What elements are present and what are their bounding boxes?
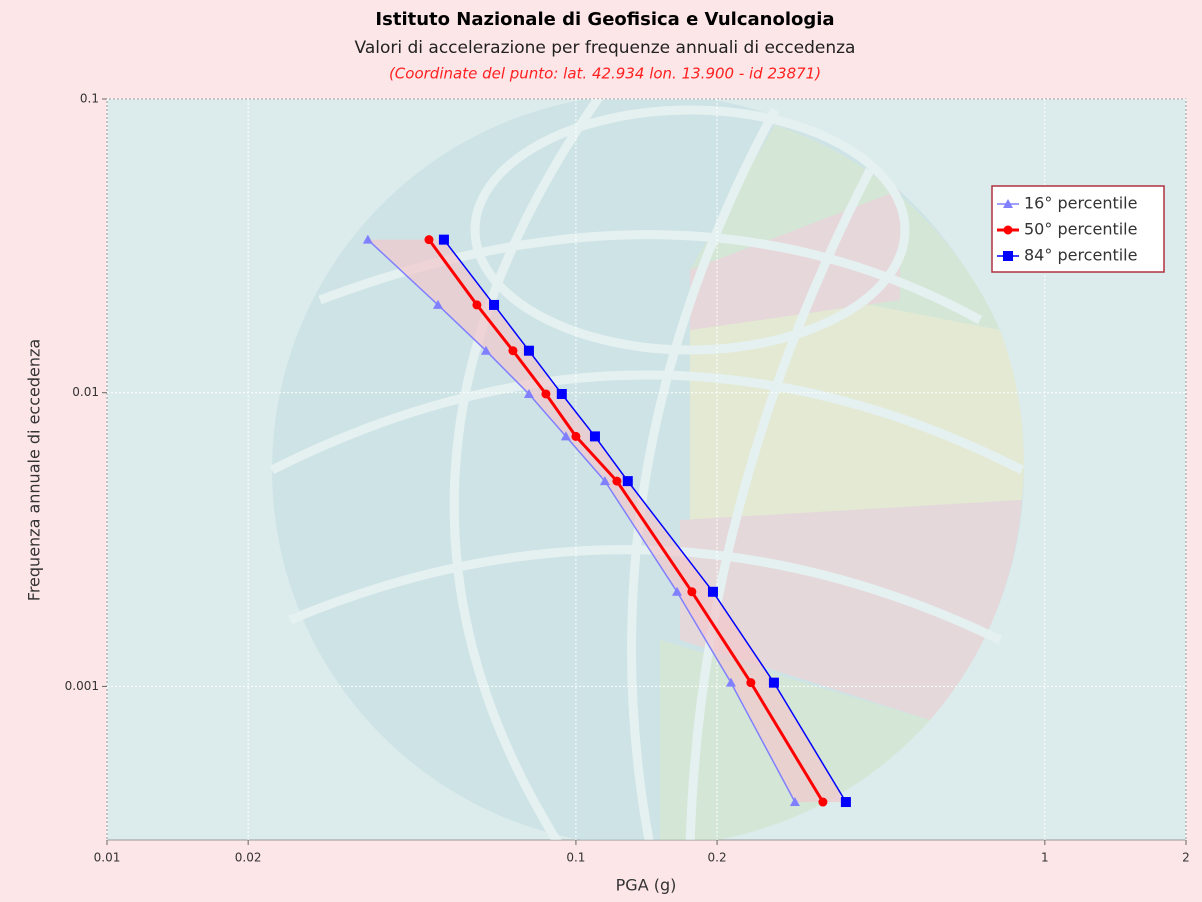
legend-marker — [1003, 225, 1013, 235]
x-tick-label: 2 — [1182, 851, 1190, 865]
x-axis-title: PGA (g) — [616, 876, 677, 895]
marker — [840, 797, 851, 808]
marker — [571, 431, 581, 441]
marker — [622, 476, 633, 487]
marker — [480, 345, 491, 355]
y-tick-label: 0.01 — [72, 385, 99, 399]
x-tick-label: 1 — [1041, 851, 1049, 865]
marker — [424, 235, 434, 245]
legend-label: 84° percentile — [1024, 246, 1137, 265]
y-axis-title: Frequenza annuale di eccedenza — [25, 339, 44, 601]
marker — [438, 234, 449, 245]
x-tick-label: 0.02 — [235, 851, 262, 865]
marker — [725, 677, 736, 687]
marker — [818, 797, 828, 807]
marker — [489, 299, 500, 310]
marker — [589, 431, 600, 442]
marker — [541, 389, 551, 399]
marker — [508, 346, 518, 356]
legend-marker — [1003, 199, 1013, 208]
y-tick-label: 0.1 — [80, 92, 99, 106]
legend: 16° percentile 50° percentile 84° percenti… — [991, 185, 1165, 273]
marker — [432, 299, 443, 309]
legend-marker — [1003, 251, 1013, 261]
globe-watermark — [269, 99, 1025, 840]
marker — [687, 587, 697, 597]
x-tick-label: 0.1 — [566, 851, 585, 865]
marker — [746, 678, 756, 688]
marker — [707, 586, 718, 597]
marker — [523, 345, 534, 356]
x-tick-label: 0.01 — [94, 851, 121, 865]
chart-title: Istituto Nazionale di Geofisica e Vulcan… — [375, 9, 834, 30]
legend-box — [991, 185, 1165, 273]
marker — [362, 234, 373, 244]
legend-label: 16° percentile — [1024, 194, 1137, 213]
marker — [599, 476, 610, 486]
marker — [556, 388, 567, 399]
marker — [768, 677, 779, 688]
marker — [672, 586, 683, 596]
marker — [560, 431, 571, 441]
chart-note: (Coordinate del punto: lat. 42.934 lon. … — [389, 65, 821, 83]
y-tick-label: 0.001 — [65, 679, 99, 693]
marker — [612, 476, 622, 486]
percentile-band — [367, 239, 846, 803]
x-tick-label: 0.2 — [708, 851, 727, 865]
marker — [472, 300, 482, 310]
legend-label: 50° percentile — [1024, 220, 1137, 239]
marker — [789, 797, 800, 807]
marker — [523, 388, 534, 398]
chart-subtitle: Valori di accelerazione per frequenze an… — [355, 38, 856, 58]
